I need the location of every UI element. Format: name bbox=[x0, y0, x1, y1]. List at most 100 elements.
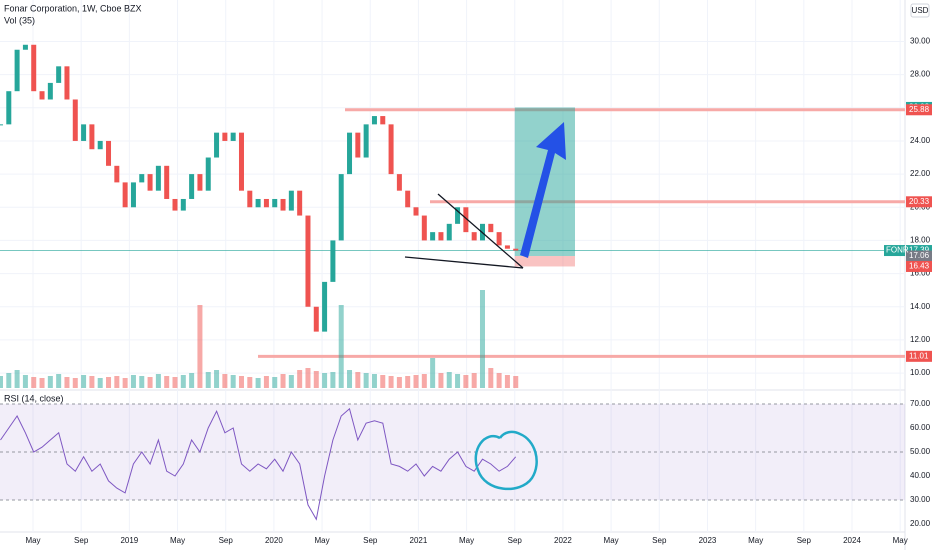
candle bbox=[114, 165, 120, 183]
y-tick-label: 12.00 bbox=[910, 335, 931, 344]
candle bbox=[438, 232, 444, 241]
candle bbox=[322, 281, 328, 332]
level-label-box bbox=[906, 350, 932, 362]
stop-label-box bbox=[906, 260, 932, 272]
volume-bar bbox=[438, 373, 444, 388]
x-tick-label: May bbox=[170, 536, 185, 545]
candle bbox=[122, 182, 128, 208]
candle bbox=[238, 132, 244, 191]
volume-bar bbox=[430, 358, 436, 388]
volume-bar bbox=[446, 372, 452, 388]
volume-bar bbox=[463, 375, 469, 388]
volume-bar bbox=[72, 378, 78, 388]
volume-bar bbox=[513, 376, 519, 388]
rsi-title: RSI (14, close) bbox=[4, 393, 64, 403]
volume-bar bbox=[180, 375, 186, 388]
candle bbox=[0, 124, 3, 126]
currency-box bbox=[910, 3, 930, 18]
level-label-box bbox=[906, 104, 932, 116]
volume-bar bbox=[455, 374, 461, 388]
trend-line bbox=[404, 256, 524, 269]
candle bbox=[31, 44, 37, 92]
rsi-tick-label: 30.00 bbox=[910, 495, 931, 504]
volume-bar bbox=[255, 378, 261, 388]
candle bbox=[22, 44, 28, 50]
candle bbox=[355, 132, 361, 158]
candle bbox=[463, 207, 469, 233]
candle bbox=[388, 124, 394, 175]
entry-label-box bbox=[906, 250, 932, 262]
candle bbox=[139, 174, 145, 183]
candle bbox=[513, 248, 519, 251]
x-tick-label: 2023 bbox=[699, 536, 717, 545]
candle bbox=[330, 240, 336, 282]
volume-bar bbox=[272, 377, 278, 388]
y-tick-label: 10.00 bbox=[910, 368, 931, 377]
rsi-tick-label: 20.00 bbox=[910, 519, 931, 528]
candle bbox=[39, 91, 45, 100]
volume-bar bbox=[288, 375, 294, 388]
level-label-box bbox=[906, 196, 932, 208]
rsi-tick-label: 50.00 bbox=[910, 447, 931, 456]
candle bbox=[363, 124, 369, 158]
y-tick-label: 28.00 bbox=[910, 70, 931, 79]
volume-bar bbox=[504, 375, 510, 388]
volume-bar bbox=[47, 376, 53, 388]
candle bbox=[155, 165, 161, 191]
volume-bar bbox=[81, 375, 87, 388]
volume-bar bbox=[421, 374, 427, 388]
volume-bar bbox=[197, 305, 203, 388]
rsi-tick-label: 70.00 bbox=[910, 399, 931, 408]
chart-title: Fonar Corporation, 1W, Cboe BZX bbox=[4, 3, 142, 13]
volume-bar bbox=[388, 376, 394, 388]
x-tick-label: Sep bbox=[74, 536, 89, 545]
candle bbox=[205, 157, 211, 191]
x-tick-label: Sep bbox=[508, 536, 523, 545]
candle bbox=[488, 223, 494, 233]
volume-bar bbox=[114, 376, 120, 388]
volume-bar bbox=[479, 290, 485, 388]
candle bbox=[347, 132, 353, 175]
volume-bar bbox=[355, 372, 361, 388]
level-label: 11.01 bbox=[909, 351, 929, 360]
level-label: 20.33 bbox=[909, 197, 930, 206]
y-tick-label: 24.00 bbox=[910, 136, 931, 145]
candle bbox=[504, 245, 510, 249]
volume-bar bbox=[130, 375, 136, 388]
volume-bar bbox=[106, 377, 112, 388]
candle bbox=[446, 223, 452, 241]
volume-bar bbox=[263, 376, 269, 388]
volume-bar bbox=[6, 373, 12, 388]
x-tick-label: May bbox=[604, 536, 619, 545]
candle bbox=[413, 207, 419, 216]
volume-bar bbox=[405, 376, 411, 388]
volume-bar bbox=[247, 377, 253, 388]
x-tick-label: Sep bbox=[797, 536, 812, 545]
volume-bar bbox=[39, 378, 45, 388]
candle bbox=[172, 198, 178, 211]
candle bbox=[64, 66, 70, 100]
candle bbox=[421, 215, 427, 241]
volume-bar bbox=[0, 376, 3, 388]
volume-bar bbox=[238, 376, 244, 388]
volume-bar bbox=[14, 370, 20, 388]
candle bbox=[297, 190, 303, 216]
volume-bar bbox=[122, 378, 128, 388]
volume-bar bbox=[363, 373, 369, 388]
candle bbox=[380, 116, 386, 125]
y-tick-label: 18.00 bbox=[910, 236, 931, 245]
volume-bar bbox=[471, 373, 477, 388]
x-tick-label: May bbox=[25, 536, 40, 545]
candle bbox=[455, 207, 461, 224]
volume-bar bbox=[413, 375, 419, 388]
candle bbox=[106, 140, 112, 166]
candle bbox=[313, 306, 319, 332]
volume-bar bbox=[396, 377, 402, 388]
volume-bar bbox=[380, 375, 386, 388]
price-label: 17.39 bbox=[909, 246, 930, 255]
candle bbox=[371, 116, 377, 125]
x-tick-label: Sep bbox=[652, 536, 667, 545]
candle bbox=[214, 132, 220, 158]
x-tick-label: 2020 bbox=[265, 536, 283, 545]
